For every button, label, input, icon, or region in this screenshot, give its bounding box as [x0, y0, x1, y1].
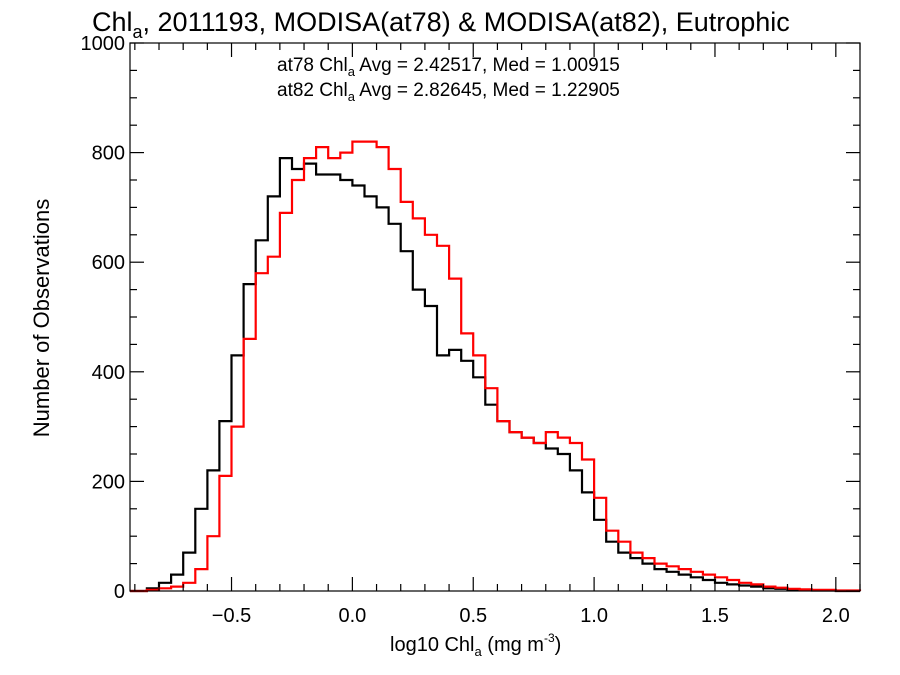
y-tick-label: 1000: [81, 33, 126, 55]
legend-entry-at78: at78 Chla Avg = 2.42517, Med = 1.00915: [277, 55, 620, 79]
x-tick-label: −0.5: [212, 605, 251, 627]
x-tick-label: 0.0: [338, 605, 366, 627]
x-tick-label: 2.0: [822, 605, 850, 627]
axis-ticks: −0.5 0.0 0.5 1.0 1.5 2.0 0 200 400 600 800 1000: [81, 33, 861, 627]
x-tick-label: 1.0: [580, 605, 608, 627]
series-at78-line: [130, 157, 860, 593]
y-tick-label: 600: [92, 252, 125, 274]
y-tick-label: 0: [114, 581, 125, 603]
x-axis-label-middle: (mg m: [482, 634, 544, 656]
y-tick-label: 200: [92, 471, 125, 493]
legend-entry-at82-prefix: at82 Chl: [277, 80, 348, 101]
chart-title: Chla, 2011193, MODISA(at78) & MODISA(at8…: [92, 7, 790, 42]
legend-entry-at78-prefix: at78 Chl: [277, 55, 348, 76]
y-tick-label: 400: [92, 362, 125, 384]
legend-entry-at78-rest: Avg = 2.42517, Med = 1.00915: [355, 55, 620, 76]
x-axis-label-superscript: -3: [544, 631, 555, 645]
x-axis-label-subscript: a: [475, 644, 483, 659]
series-at82-line: [130, 140, 862, 593]
x-axis-label-prefix: log10 Chl: [390, 634, 475, 656]
x-tick-label: 0.5: [459, 605, 487, 627]
legend-entry-at78-subscript: a: [348, 64, 356, 79]
y-axis-label: Number of Observations: [29, 199, 54, 437]
chart-title-subscript: a: [133, 22, 144, 42]
x-tick-label: 1.5: [701, 605, 729, 627]
plot-frame: [129, 42, 861, 592]
y-tick-label: 800: [92, 143, 125, 165]
x-axis-label-end: ): [555, 634, 562, 656]
chart-title-rest: , 2011193, MODISA(at78) & MODISA(at82), …: [143, 7, 790, 37]
legend-entry-at82-rest: Avg = 2.82645, Med = 1.22905: [355, 80, 620, 101]
legend-entry-at82: at82 Chla Avg = 2.82645, Med = 1.22905: [277, 80, 620, 104]
legend-entry-at82-subscript: a: [348, 89, 356, 104]
x-axis-label: log10 Chla (mg m-3): [390, 631, 561, 659]
chart-title-prefix: Chl: [92, 7, 133, 37]
